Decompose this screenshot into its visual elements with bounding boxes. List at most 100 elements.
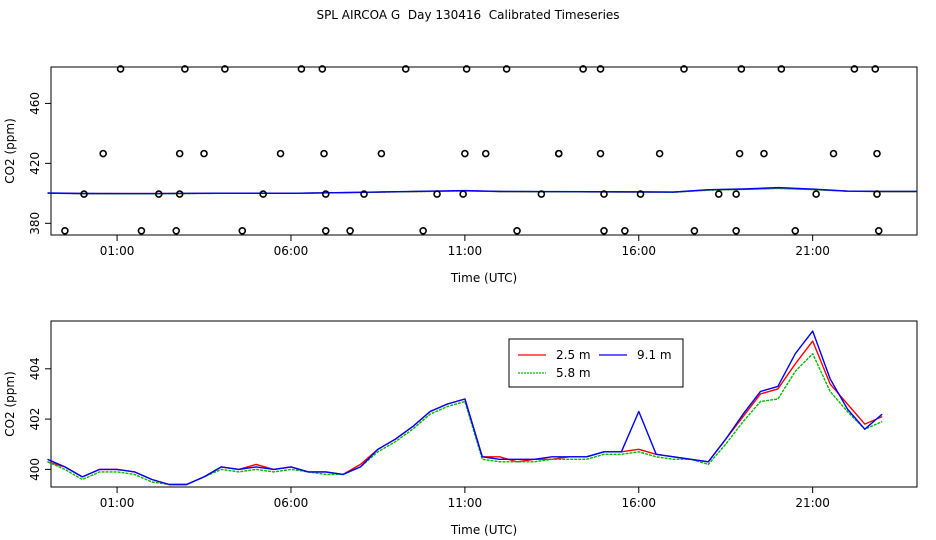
- marker-point-22: [377, 149, 386, 158]
- legend-label-2-5m: 2.5 m: [556, 348, 591, 362]
- marker-point-48: [735, 149, 744, 158]
- marker-point-14: [276, 149, 285, 158]
- marker-point-52: [791, 227, 800, 235]
- x-tick-label-1: 06:00: [274, 244, 309, 258]
- marker-point-39: [600, 227, 608, 235]
- marker-point-54: [829, 149, 838, 158]
- chart-title: SPL AIRCOA G Day 130416 Calibrated Times…: [316, 8, 620, 22]
- marker-point-28: [459, 190, 467, 198]
- y-tick-label-1: 420: [28, 152, 42, 175]
- marker-point-0: [61, 227, 69, 235]
- marker-point-51: [777, 65, 786, 73]
- y-tick-label-2: 404: [28, 357, 42, 380]
- top-y-axis-label: CO2 (ppm): [3, 118, 17, 184]
- bottom-plot-frame: [50, 320, 918, 488]
- legend: 2.5 m 9.1 m 5.8 m: [508, 338, 684, 388]
- marker-point-56: [871, 65, 880, 73]
- marker-point-58: [873, 190, 881, 198]
- top-panel: Time (UTC) CO2 (ppm) 01:00 06:00 11:00 16:0…: [3, 65, 918, 285]
- y-tick-label-0: 380: [28, 212, 42, 235]
- x-tick-label-4: 21:00: [795, 496, 830, 510]
- marker-point-21: [360, 190, 368, 198]
- bottom-data-marks: [47, 330, 883, 486]
- marker-point-26: [462, 65, 471, 73]
- y-tick-label-1: 402: [28, 408, 42, 431]
- marker-point-24: [419, 227, 427, 235]
- y-tick-label-0: 400: [28, 458, 42, 481]
- top-plot-frame: [50, 66, 918, 236]
- legend-label-9-1m: 9.1 m: [637, 348, 672, 362]
- marker-point-59: [874, 227, 883, 235]
- marker-point-7: [175, 149, 184, 158]
- marker-point-1: [80, 190, 88, 198]
- series-line-5-8-m: [47, 353, 883, 486]
- x-tick-label-0: 01:00: [100, 496, 135, 510]
- marker-point-41: [636, 190, 645, 198]
- marker-point-57: [873, 149, 881, 158]
- marker-point-31: [513, 227, 521, 235]
- marker-point-38: [600, 190, 608, 198]
- marker-point-6: [172, 227, 181, 235]
- x-tick-label-4: 21:00: [795, 244, 830, 258]
- top-x-axis-label: Time (UTC): [450, 271, 517, 285]
- marker-point-27: [461, 149, 469, 158]
- top-axis-ticks: 01:00 06:00 11:00 16:00 21:00 380 420 460: [28, 92, 830, 258]
- marker-point-36: [596, 65, 605, 73]
- legend-box: [508, 338, 684, 388]
- marker-point-45: [714, 190, 723, 198]
- marker-point-18: [321, 190, 330, 198]
- bottom-y-axis-label: CO2 (ppm): [3, 371, 17, 437]
- marker-point-32: [537, 190, 546, 198]
- x-tick-label-3: 16:00: [621, 496, 656, 510]
- marker-point-29: [481, 149, 490, 158]
- marker-point-4: [137, 227, 146, 235]
- marker-point-10: [200, 149, 208, 158]
- marker-point-19: [321, 227, 330, 235]
- bottom-x-axis-label: Time (UTC): [450, 523, 517, 537]
- bottom-panel: Time (UTC) CO2 (ppm) 01:00 06:00 11:00 16:0…: [3, 320, 918, 537]
- marker-point-8: [175, 190, 184, 198]
- marker-point-40: [621, 227, 629, 235]
- marker-point-9: [181, 65, 189, 73]
- marker-point-13: [259, 190, 267, 198]
- marker-point-17: [320, 149, 328, 158]
- marker-point-53: [812, 190, 820, 198]
- marker-point-2: [99, 149, 107, 158]
- marker-point-34: [554, 149, 563, 158]
- series-line-9-1-m: [47, 330, 883, 486]
- x-tick-label-3: 16:00: [621, 244, 656, 258]
- x-tick-label-0: 01:00: [100, 244, 135, 258]
- marker-point-46: [732, 190, 740, 198]
- legend-entry-2-5m: 2.5 m: [518, 348, 591, 362]
- legend-label-5-8m: 5.8 m: [556, 366, 591, 380]
- legend-entry-5-8m: 5.8 m: [518, 366, 591, 380]
- marker-point-5: [155, 190, 163, 198]
- marker-point-42: [655, 149, 664, 158]
- marker-point-50: [760, 149, 768, 158]
- x-tick-label-1: 06:00: [274, 496, 309, 510]
- bottom-axis-ticks: 01:00 06:00 11:00 16:00 21:00 400 402 404: [28, 357, 830, 510]
- marker-point-20: [346, 227, 354, 235]
- marker-point-3: [116, 65, 125, 73]
- marker-point-25: [433, 190, 441, 198]
- marker-point-35: [579, 65, 587, 73]
- marker-point-44: [690, 227, 699, 235]
- top-data-marks: [47, 65, 917, 235]
- x-tick-label-2: 11:00: [448, 244, 483, 258]
- legend-entry-9-1m: 9.1 m: [599, 348, 672, 362]
- marker-point-49: [737, 65, 746, 73]
- marker-point-23: [401, 65, 410, 73]
- marker-point-15: [297, 65, 306, 73]
- marker-point-55: [850, 65, 859, 73]
- marker-point-47: [732, 227, 740, 235]
- marker-point-30: [502, 65, 511, 73]
- marker-point-16: [318, 65, 327, 73]
- y-tick-label-2: 460: [28, 92, 42, 115]
- x-tick-label-2: 11:00: [448, 496, 483, 510]
- marker-point-11: [221, 65, 229, 73]
- marker-point-12: [238, 227, 247, 235]
- series-line-2-5-m: [47, 340, 883, 486]
- marker-point-43: [680, 65, 688, 73]
- marker-point-37: [596, 149, 605, 158]
